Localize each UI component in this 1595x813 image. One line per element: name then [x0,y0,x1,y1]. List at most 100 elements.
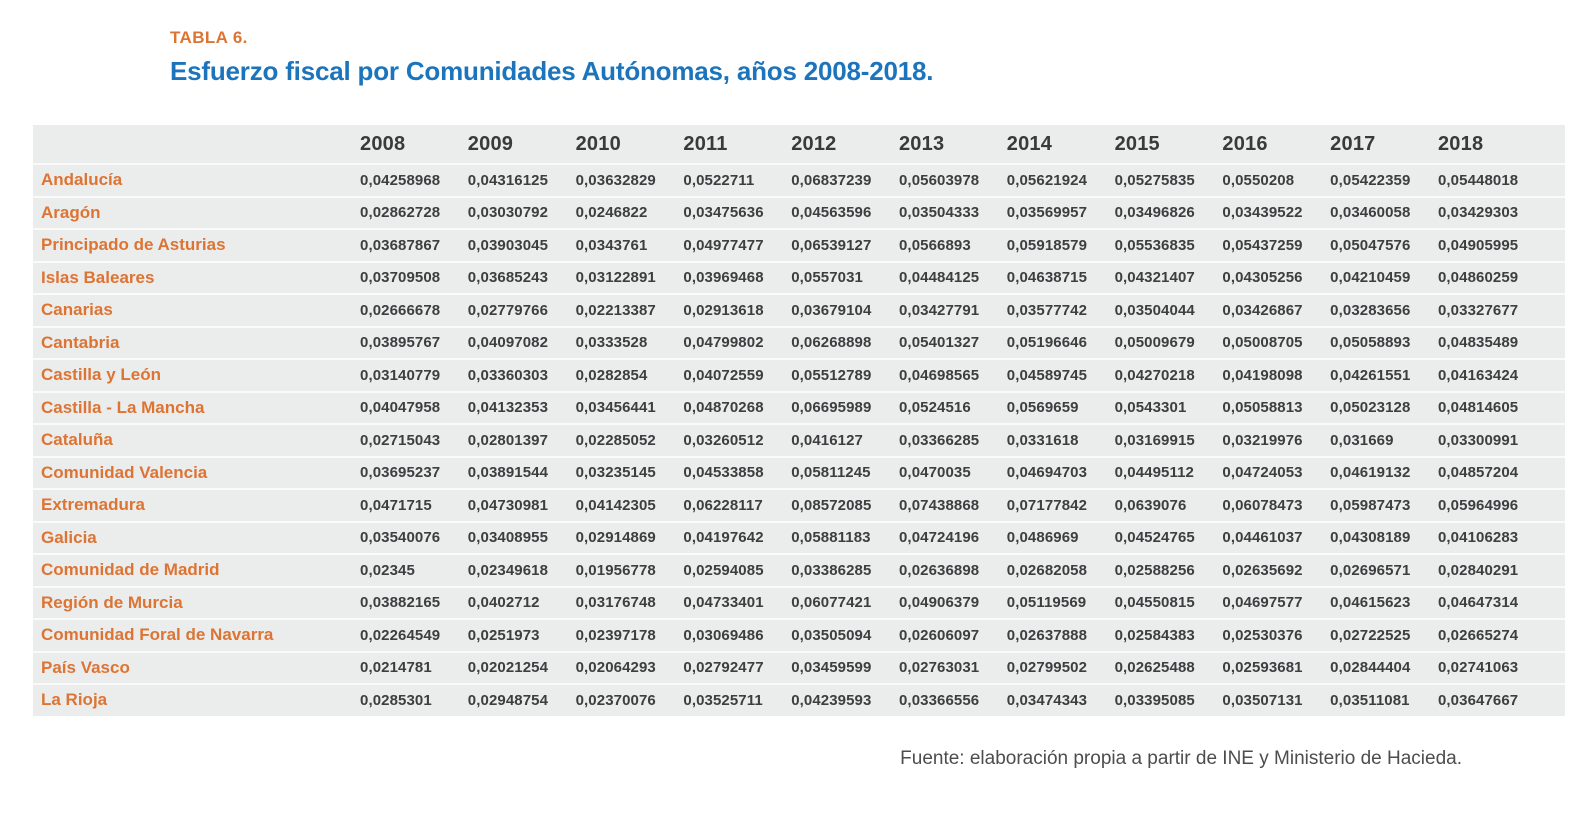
value-cell: 0,04730981 [467,488,576,521]
row-header-community: Comunidad de Madrid [33,553,360,586]
value-cell: 0,02593681 [1222,650,1331,683]
value-cell: 0,0522711 [683,163,792,196]
value-cell: 0,03882165 [360,585,468,618]
table-row: Región de Murcia 0,03882165 0,0402712 0,031… [33,585,1565,618]
value-cell: 0,02763031 [898,650,1007,683]
value-cell: 0,02264549 [360,618,468,651]
value-cell: 0,04261551 [1330,358,1438,391]
value-cell: 0,04563596 [791,195,899,228]
year-column-header: 2012 [791,125,899,163]
value-cell: 0,05621924 [1006,163,1115,196]
value-cell: 0,04697577 [1222,585,1331,618]
year-header-row: 2008 2009 2010 2011 2012 2013 2014 2015 2016 2017… [33,125,1565,163]
value-cell: 0,04142305 [575,488,684,521]
value-cell: 0,0251973 [467,618,576,651]
table-row: Comunidad Valencia 0,03695237 0,03891544 0,… [33,455,1565,488]
value-cell: 0,03496826 [1114,195,1223,228]
value-cell: 0,04977477 [683,228,792,261]
value-cell: 0,03695237 [360,455,468,488]
value-cell: 0,02682058 [1006,553,1115,586]
value-cell: 0,03069486 [683,618,792,651]
value-cell: 0,04724196 [898,520,1007,553]
year-column-header: 2016 [1222,125,1331,163]
value-cell: 0,02844404 [1330,650,1438,683]
value-cell: 0,04550815 [1114,585,1223,618]
value-cell: 0,0550208 [1222,163,1331,196]
value-cell: 0,03577742 [1006,293,1115,326]
table-row: Cantabria 0,03895767 0,04097082 0,0333528 0,… [33,325,1565,358]
row-header-community: Cataluña [33,423,360,456]
value-cell: 0,03475636 [683,195,792,228]
value-cell: 0,0470035 [898,455,1007,488]
row-header-community: Castilla - La Mancha [33,390,360,423]
value-cell: 0,02021254 [467,650,576,683]
value-cell: 0,04461037 [1222,520,1331,553]
value-cell: 0,02840291 [1437,553,1565,586]
table-row: La Rioja 0,0285301 0,02948754 0,02370076 0,0… [33,683,1565,716]
page-title: Esfuerzo fiscal por Comunidades Autónoma… [170,56,934,86]
value-cell: 0,03459599 [791,650,899,683]
value-cell: 0,08572085 [791,488,899,521]
value-cell: 0,05009679 [1114,325,1223,358]
source-note: Fuente: elaboración propia a partir de I… [900,748,1462,769]
value-cell: 0,03426867 [1222,293,1331,326]
year-column-header: 2010 [575,125,684,163]
value-cell: 0,0331618 [1006,423,1115,456]
value-cell: 0,03540076 [360,520,468,553]
value-cell: 0,02722525 [1330,618,1438,651]
value-cell: 0,04835489 [1437,325,1565,358]
value-cell: 0,05008705 [1222,325,1331,358]
value-cell: 0,03283656 [1330,293,1438,326]
value-cell: 0,04698565 [898,358,1007,391]
value-cell: 0,03903045 [467,228,576,261]
table-row: Castilla - La Mancha 0,04047958 0,04132353… [33,390,1565,423]
row-header-community: Islas Baleares [33,260,360,293]
table-header: 2008 2009 2010 2011 2012 2013 2014 2015 2016 2017… [33,125,1565,163]
value-cell: 0,02799502 [1006,650,1115,683]
row-header-community: La Rioja [33,683,360,716]
table-row: Principado de Asturias 0,03687867 0,039030… [33,228,1565,261]
value-cell: 0,0569659 [1006,390,1115,423]
value-cell: 0,05058893 [1330,325,1438,358]
table-row: Cataluña 0,02715043 0,02801397 0,02285052 0,… [33,423,1565,456]
value-cell: 0,03511081 [1330,683,1438,716]
value-cell: 0,03679104 [791,293,899,326]
value-cell: 0,0285301 [360,683,468,716]
value-cell: 0,04308189 [1330,520,1438,553]
value-cell: 0,03366556 [898,683,1007,716]
value-cell: 0,03569957 [1006,195,1115,228]
value-cell: 0,04210459 [1330,260,1438,293]
value-cell: 0,03891544 [467,455,576,488]
value-cell: 0,07177842 [1006,488,1115,521]
value-cell: 0,03429303 [1437,195,1565,228]
value-cell: 0,04072559 [683,358,792,391]
value-cell: 0,02625488 [1114,650,1223,683]
value-cell: 0,02637888 [1006,618,1115,651]
value-cell: 0,05047576 [1330,228,1438,261]
value-cell: 0,03474343 [1006,683,1115,716]
table-row: Islas Baleares 0,03709508 0,03685243 0,0312… [33,260,1565,293]
value-cell: 0,02948754 [467,683,576,716]
value-cell: 0,03505094 [791,618,899,651]
year-column-header: 2017 [1330,125,1438,163]
year-column-header: 2009 [467,125,576,163]
value-cell: 0,07438868 [898,488,1007,521]
value-cell: 0,04197642 [683,520,792,553]
value-cell: 0,05058813 [1222,390,1331,423]
value-cell: 0,04860259 [1437,260,1565,293]
value-cell: 0,02285052 [575,423,684,456]
value-cell: 0,02792477 [683,650,792,683]
value-cell: 0,04132353 [467,390,576,423]
value-cell: 0,0471715 [360,488,468,521]
row-header-community: Comunidad Valencia [33,455,360,488]
value-cell: 0,03685243 [467,260,576,293]
value-cell: 0,06539127 [791,228,899,261]
value-cell: 0,02636898 [898,553,1007,586]
year-column-header: 2018 [1437,125,1565,163]
value-cell: 0,04615623 [1330,585,1438,618]
value-cell: 0,04198098 [1222,358,1331,391]
value-cell: 0,04638715 [1006,260,1115,293]
table-row: Andalucía 0,04258968 0,04316125 0,03632829 0… [33,163,1565,196]
value-cell: 0,0557031 [791,260,899,293]
value-cell: 0,04316125 [467,163,576,196]
